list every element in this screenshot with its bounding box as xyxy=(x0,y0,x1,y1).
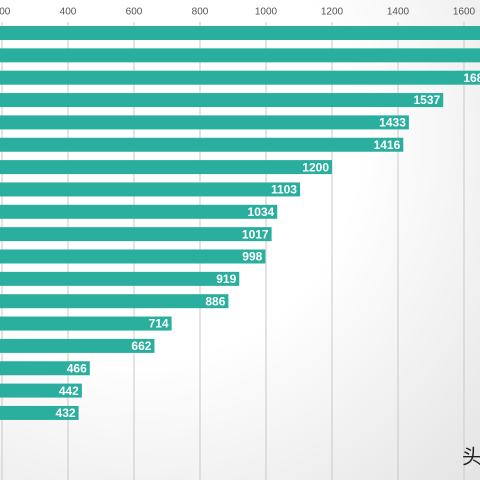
x-tick-label: 400 xyxy=(60,7,77,18)
bar xyxy=(0,294,229,309)
bar xyxy=(0,338,155,353)
bar xyxy=(0,271,240,286)
bar xyxy=(0,115,409,130)
bar xyxy=(0,137,404,152)
bar xyxy=(0,249,266,264)
bar xyxy=(0,70,480,85)
x-tick-label: 1200 xyxy=(321,7,344,18)
bar xyxy=(0,160,332,175)
value-label: 919 xyxy=(216,272,236,286)
value-label: 1433 xyxy=(379,116,406,130)
bar xyxy=(0,204,278,219)
x-tick-label: 200 xyxy=(0,7,11,18)
value-label: 432 xyxy=(56,406,76,420)
value-label: 998 xyxy=(242,250,262,264)
value-label: 1200 xyxy=(302,160,329,174)
value-label: 1416 xyxy=(374,138,401,152)
x-tick-label: 1400 xyxy=(387,7,410,18)
value-label: 1034 xyxy=(248,205,275,219)
bar xyxy=(0,316,172,331)
x-tick-label: 800 xyxy=(192,7,209,18)
value-label: 714 xyxy=(149,317,169,331)
bar xyxy=(0,26,480,40)
bar xyxy=(0,93,444,108)
bar xyxy=(0,182,300,197)
value-label: 1017 xyxy=(242,227,269,241)
value-label: 1688 xyxy=(463,71,480,85)
bar xyxy=(0,405,79,420)
x-tick-label: 600 xyxy=(126,7,143,18)
value-label: 466 xyxy=(67,361,87,375)
x-tick-label: 1600 xyxy=(453,7,476,18)
bar xyxy=(0,227,272,242)
bar xyxy=(0,48,480,63)
value-label: 1103 xyxy=(271,183,297,197)
value-label: 1537 xyxy=(414,93,441,107)
watermark: 头 xyxy=(462,445,480,468)
value-label: 886 xyxy=(205,294,225,308)
bar xyxy=(0,383,82,398)
x-tick-label: 1000 xyxy=(255,7,278,18)
value-label: 442 xyxy=(59,384,79,398)
value-label: 662 xyxy=(131,339,151,353)
bar xyxy=(0,361,90,376)
